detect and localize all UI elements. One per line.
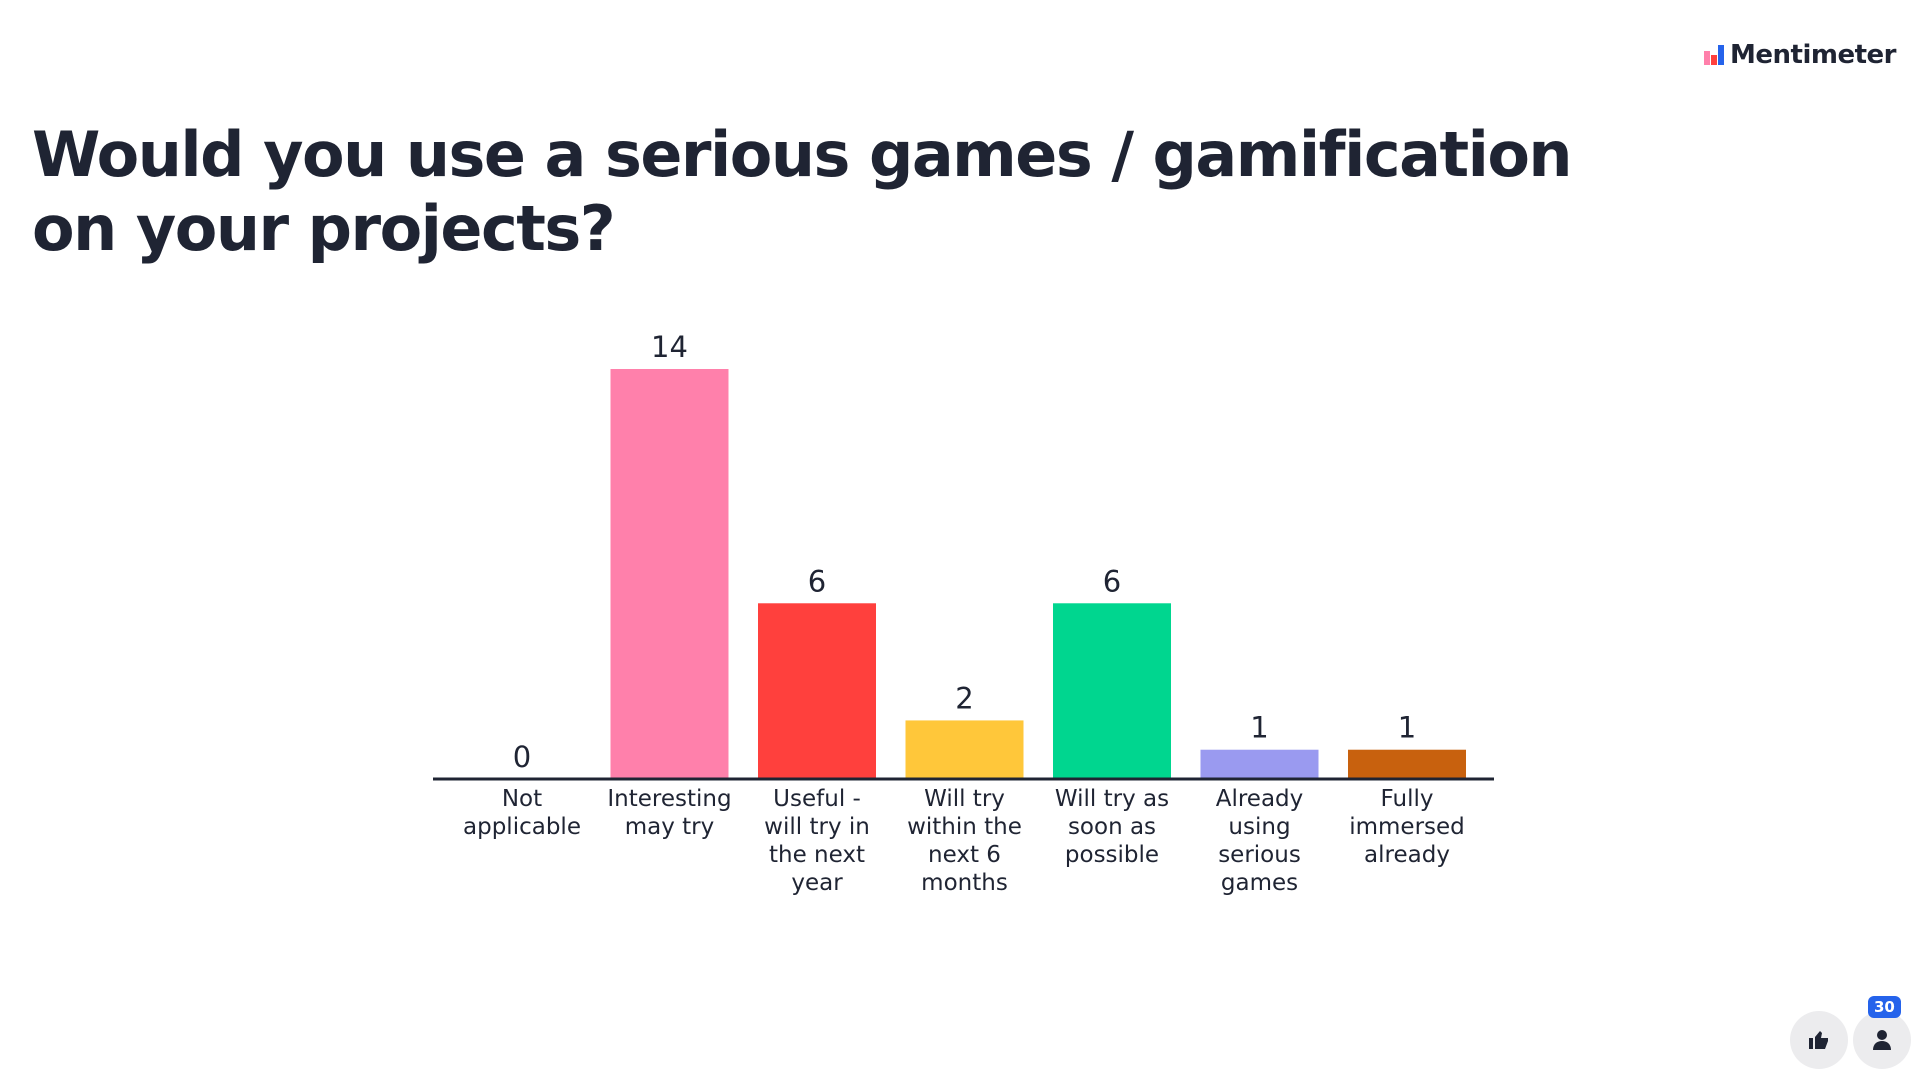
brand-logo: Mentimeter [1704, 40, 1896, 70]
bar [758, 603, 876, 779]
x-tick-label: Already using serious games [1215, 786, 1304, 896]
x-tick-label: Will try as soon as possible [1054, 786, 1170, 868]
x-tick-label: Not applicable [463, 786, 581, 840]
x-tick-label: Useful - will try in the next year [764, 786, 870, 896]
x-tick-label: Will try within the next 6 months [907, 786, 1022, 896]
value-label: 1 [1250, 711, 1268, 745]
like-button[interactable] [1790, 1011, 1848, 1069]
value-label: 6 [1103, 564, 1121, 598]
value-label: 6 [808, 564, 826, 598]
x-tick-label: Fully immersed already [1349, 786, 1465, 868]
logo-icon [1704, 45, 1725, 65]
x-tick-label: Interesting may try [607, 786, 732, 840]
participants-button[interactable] [1853, 1011, 1911, 1069]
bar [1348, 749, 1466, 779]
chart-title: Would you use a serious games / gamifica… [32, 118, 1573, 265]
value-label: 2 [955, 681, 973, 715]
value-label: 14 [651, 330, 688, 364]
brand-name: Mentimeter [1730, 40, 1896, 70]
bar [1200, 749, 1319, 779]
bar [610, 369, 729, 779]
bar [1053, 603, 1171, 779]
participant-count: 30 [1868, 996, 1901, 1018]
bar [905, 720, 1024, 779]
value-label: 1 [1398, 711, 1416, 745]
value-label: 0 [513, 740, 531, 774]
